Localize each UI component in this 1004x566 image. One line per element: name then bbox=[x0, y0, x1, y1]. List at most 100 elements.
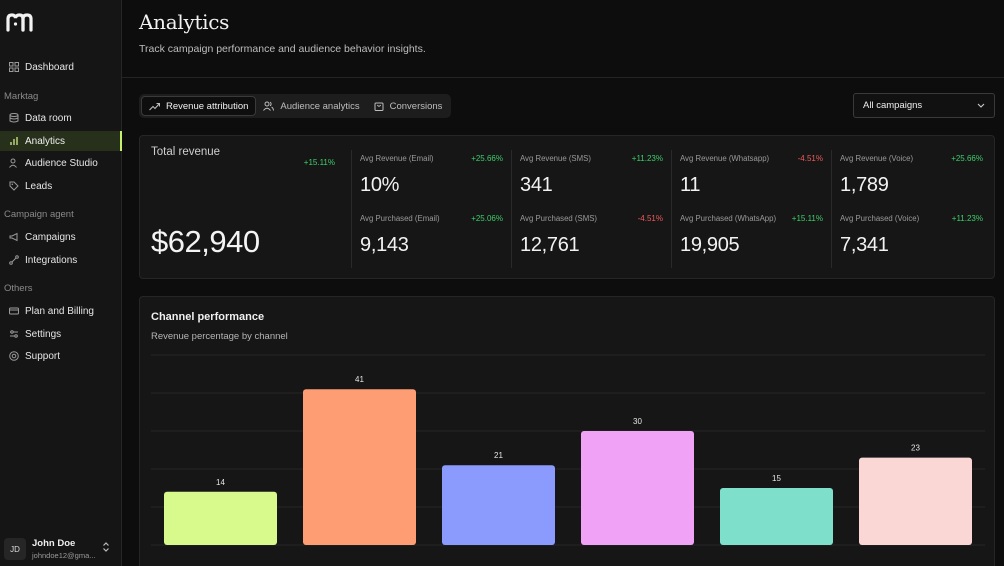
sidebar-item-dashboard[interactable]: Dashboard bbox=[0, 57, 122, 77]
metric-value: 9,143 bbox=[360, 234, 409, 256]
grid-icon bbox=[8, 62, 19, 73]
total-revenue-label: Total revenue bbox=[151, 146, 221, 158]
channel-bar-chart: 14 41 21 30 15 23 bbox=[151, 354, 985, 546]
metric-label: Avg Purchased (Voice) bbox=[840, 214, 920, 223]
chart-bar[interactable] bbox=[581, 431, 694, 545]
bar-value-label: 23 bbox=[911, 444, 920, 453]
campaign-filter-select[interactable]: All campaigns bbox=[853, 93, 995, 118]
sidebar-item-label: Audience Studio bbox=[25, 157, 98, 169]
trending-up-icon bbox=[149, 102, 160, 111]
credit-card-icon bbox=[8, 306, 19, 317]
chart-bar[interactable] bbox=[303, 389, 416, 545]
metric-avg-purchased-whatsapp: Avg Purchased (WhatsApp) +15.11% 19,905 bbox=[672, 210, 832, 270]
metric-change: +25.66% bbox=[471, 154, 503, 163]
database-icon bbox=[8, 113, 19, 124]
metric-label: Avg Revenue (Voice) bbox=[840, 154, 914, 163]
metric-value: 12,761 bbox=[520, 234, 580, 256]
chart-bar[interactable] bbox=[720, 488, 833, 545]
tab-revenue-attribution[interactable]: Revenue attribution bbox=[141, 96, 257, 116]
bar-value-label: 41 bbox=[355, 375, 364, 384]
sidebar-item-label: Analytics bbox=[25, 135, 66, 147]
metric-avg-revenue-email: Avg Revenue (Email) +25.66% 10% bbox=[352, 150, 512, 210]
sidebar-item-plan-and-billing[interactable]: Plan and Billing bbox=[0, 301, 122, 321]
total-revenue-card: Total revenue +15.11% $62,940 bbox=[140, 136, 351, 278]
sidebar-item-label: Settings bbox=[25, 328, 62, 340]
avatar: JD bbox=[4, 538, 26, 560]
megaphone-icon bbox=[8, 232, 19, 243]
plug-icon bbox=[8, 255, 19, 266]
tab-conversions[interactable]: Conversions bbox=[367, 96, 450, 116]
metric-change: +11.23% bbox=[951, 214, 983, 223]
channel-performance-card: Channel performance Revenue percentage b… bbox=[139, 296, 995, 566]
chart-bar[interactable] bbox=[859, 457, 972, 545]
metric-avg-revenue-sms: Avg Revenue (SMS) +11.23% 341 bbox=[512, 150, 672, 210]
bar-value-label: 30 bbox=[633, 417, 642, 426]
sidebar-item-label: Integrations bbox=[25, 254, 78, 266]
tab-bar: Revenue attribution Audience analytics C… bbox=[139, 94, 452, 118]
metric-column-sms: Avg Revenue (SMS) +11.23% 341 Avg Purcha… bbox=[511, 150, 671, 268]
tab-label: Conversions bbox=[389, 100, 443, 112]
chart-bar[interactable] bbox=[442, 465, 555, 545]
metric-label: Avg Purchased (Email) bbox=[360, 214, 440, 223]
tab-label: Audience analytics bbox=[280, 100, 360, 112]
metric-column-voice: Avg Revenue (Voice) +25.66% 1,789 Avg Pu… bbox=[831, 150, 991, 268]
tab-audience-analytics[interactable]: Audience analytics bbox=[256, 96, 366, 116]
user-profile[interactable]: JD John Doe johndoe12@gma... bbox=[0, 532, 122, 566]
bar-value-label: 14 bbox=[216, 478, 225, 487]
metric-column-email: Avg Revenue (Email) +25.66% 10% Avg Purc… bbox=[351, 150, 511, 268]
metric-change: +25.06% bbox=[471, 214, 503, 223]
brand-logo[interactable] bbox=[6, 12, 36, 32]
campaign-filter-value: All campaigns bbox=[863, 100, 923, 111]
metric-value: 11 bbox=[680, 174, 701, 196]
metric-change: -4.51% bbox=[797, 154, 823, 163]
bar-chart-icon bbox=[8, 136, 19, 147]
section-label-campaign-agent: Campaign agent bbox=[4, 209, 74, 220]
chart-title: Channel performance bbox=[151, 311, 265, 323]
section-label-marktag: Marktag bbox=[4, 91, 39, 102]
metric-avg-revenue-voice: Avg Revenue (Voice) +25.66% 1,789 bbox=[832, 150, 992, 210]
sidebar-item-campaigns[interactable]: Campaigns bbox=[0, 227, 122, 247]
sidebar-item-integrations[interactable]: Integrations bbox=[0, 250, 122, 270]
users-icon bbox=[8, 158, 19, 169]
chart-subtitle: Revenue percentage by channel bbox=[151, 331, 288, 342]
metric-avg-purchased-sms: Avg Purchased (SMS) -4.51% 12,761 bbox=[512, 210, 672, 270]
sidebar-item-label: Support bbox=[25, 350, 61, 362]
total-revenue-value: $62,940 bbox=[151, 224, 260, 259]
metric-value: 7,341 bbox=[840, 234, 889, 256]
sidebar-item-label: Leads bbox=[25, 180, 53, 192]
metric-avg-purchased-email: Avg Purchased (Email) +25.06% 9,143 bbox=[352, 210, 512, 270]
main-content: Analytics Track campaign performance and… bbox=[122, 0, 1004, 566]
metric-label: Avg Purchased (SMS) bbox=[520, 214, 597, 223]
metric-column-whatsapp: Avg Revenue (Whatsapp) -4.51% 11 Avg Pur… bbox=[671, 150, 831, 268]
sidebar-item-settings[interactable]: Settings bbox=[0, 324, 122, 344]
metric-label: Avg Revenue (Email) bbox=[360, 154, 434, 163]
users-icon bbox=[263, 101, 275, 111]
sidebar-item-label: Campaigns bbox=[25, 231, 76, 243]
sidebar-item-leads[interactable]: Leads bbox=[0, 176, 122, 196]
metric-value: 19,905 bbox=[680, 234, 740, 256]
sidebar-item-label: Dashboard bbox=[25, 61, 74, 73]
user-email: johndoe12@gma... bbox=[32, 551, 96, 560]
page-subtitle: Track campaign performance and audience … bbox=[139, 43, 426, 55]
chevron-down-icon bbox=[977, 100, 985, 111]
metric-value: 1,789 bbox=[840, 174, 889, 196]
sidebar-item-audience-studio[interactable]: Audience Studio bbox=[0, 153, 122, 173]
metric-label: Avg Revenue (Whatsapp) bbox=[680, 154, 770, 163]
metric-change: -4.51% bbox=[637, 214, 663, 223]
metric-value: 341 bbox=[520, 174, 553, 196]
section-label-others: Others bbox=[4, 283, 33, 294]
chart-bar[interactable] bbox=[164, 491, 277, 545]
bar-value-label: 21 bbox=[494, 451, 503, 460]
revenue-stats-panel: Total revenue +15.11% $62,940 Avg Revenu… bbox=[139, 135, 995, 279]
sidebar-item-data-room[interactable]: Data room bbox=[0, 108, 122, 128]
bar-value-label: 15 bbox=[772, 474, 781, 483]
sidebar-item-analytics[interactable]: Analytics bbox=[0, 131, 122, 151]
help-circle-icon bbox=[8, 351, 19, 362]
sidebar-item-support[interactable]: Support bbox=[0, 346, 122, 366]
chevron-up-down-icon[interactable] bbox=[102, 542, 110, 554]
shopping-bag-icon bbox=[374, 101, 384, 111]
metric-label: Avg Purchased (WhatsApp) bbox=[680, 214, 777, 223]
tab-label: Revenue attribution bbox=[166, 100, 249, 112]
metric-label: Avg Revenue (SMS) bbox=[520, 154, 591, 163]
